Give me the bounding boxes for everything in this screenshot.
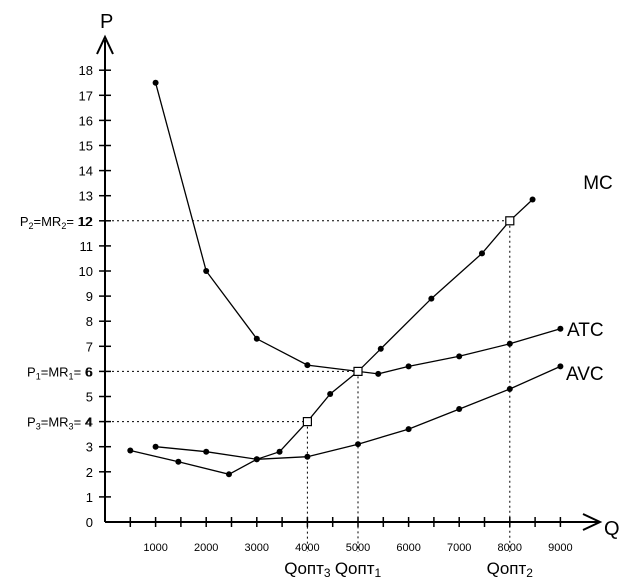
x-tick-label: 4000 <box>295 542 319 554</box>
y-tick-label: 14 <box>79 164 93 179</box>
avc-point <box>355 441 361 448</box>
y-tick-label: 1 <box>86 490 93 505</box>
y-axis-title: P <box>100 11 113 33</box>
x-tick-label: 1000 <box>143 542 167 554</box>
mc-point <box>478 250 485 257</box>
price-marker-label: P3=MR3= 4 <box>27 415 92 432</box>
y-tick-label: 5 <box>86 390 93 405</box>
mc-point <box>225 471 232 478</box>
mc-point <box>377 345 384 352</box>
mc-point <box>276 448 283 455</box>
atc-point <box>506 340 513 347</box>
atc-point <box>253 335 260 342</box>
atc-point <box>152 79 159 86</box>
x-tick-label: 2000 <box>194 542 218 554</box>
avc-point <box>506 385 513 392</box>
y-tick-label: 10 <box>79 264 93 279</box>
series-label-atc: ATC <box>567 320 604 341</box>
mc-point <box>175 458 182 465</box>
atc-point <box>203 268 210 274</box>
y-tick-label: 15 <box>79 139 93 154</box>
cost-curves <box>127 79 564 478</box>
y-axis-arrowhead <box>96 34 114 55</box>
equilibrium-marker <box>302 417 312 427</box>
y-tick-label: 9 <box>86 289 93 304</box>
y-tick-label: 18 <box>79 63 93 78</box>
x-axis-title: Q <box>604 518 620 540</box>
series-label-avc: AVC <box>566 364 604 385</box>
y-tick-label: 3 <box>86 440 93 455</box>
x-axis-arrowhead <box>582 513 603 531</box>
y-tick-label: 2 <box>86 465 93 480</box>
y-tick-label: 6 <box>86 364 93 379</box>
avc-point <box>203 448 210 455</box>
y-tick-label: 8 <box>86 314 93 329</box>
atc-point <box>375 370 382 377</box>
equilibrium-marker <box>505 216 515 226</box>
y-tick-label: 13 <box>79 189 93 204</box>
avc-point <box>405 426 412 433</box>
y-tick-label: 4 <box>86 415 93 430</box>
avc-point <box>253 456 260 463</box>
axes <box>96 34 603 531</box>
x-tick-label: 7000 <box>447 542 471 554</box>
x-tick-label: 5000 <box>346 542 370 554</box>
x-tick-label: 8000 <box>498 542 522 554</box>
curve-atc <box>154 82 561 375</box>
mc-point <box>529 196 536 203</box>
x-tick-label: 9000 <box>548 542 572 554</box>
avc-point <box>557 363 564 370</box>
avc-point <box>304 453 311 460</box>
mc-point <box>127 447 134 454</box>
atc-point <box>304 362 311 369</box>
x-tick-label: 3000 <box>245 542 269 554</box>
equilibrium-marker <box>353 366 363 376</box>
atc-point <box>557 325 564 332</box>
mc-point <box>327 390 334 397</box>
avc-point <box>456 406 463 413</box>
price-marker-label: P1=MR1= 6 <box>27 364 92 381</box>
avc-point <box>152 443 159 450</box>
guide-lines <box>112 220 511 552</box>
atc-point <box>456 353 463 360</box>
y-tick-label: 0 <box>86 515 93 530</box>
mc-point <box>428 295 435 302</box>
y-tick-label: 16 <box>79 113 93 128</box>
y-tick-label: 12 <box>79 214 93 229</box>
x-tick-label: 6000 <box>396 542 420 554</box>
curve-mc <box>130 199 534 475</box>
quantity-marker-label: Qопт3 <box>284 559 331 580</box>
quantity-marker-label: Qопт2 <box>487 559 534 580</box>
price-marker-label: P2=MR2= 12 <box>20 214 92 231</box>
y-tick-label: 17 <box>79 88 93 103</box>
quantity-marker-label: Qопт1 <box>335 559 382 580</box>
y-tick-label: 7 <box>86 339 93 354</box>
series-label-mc: MC <box>583 173 613 194</box>
atc-point <box>405 363 412 370</box>
y-tick-label: 11 <box>80 239 94 254</box>
